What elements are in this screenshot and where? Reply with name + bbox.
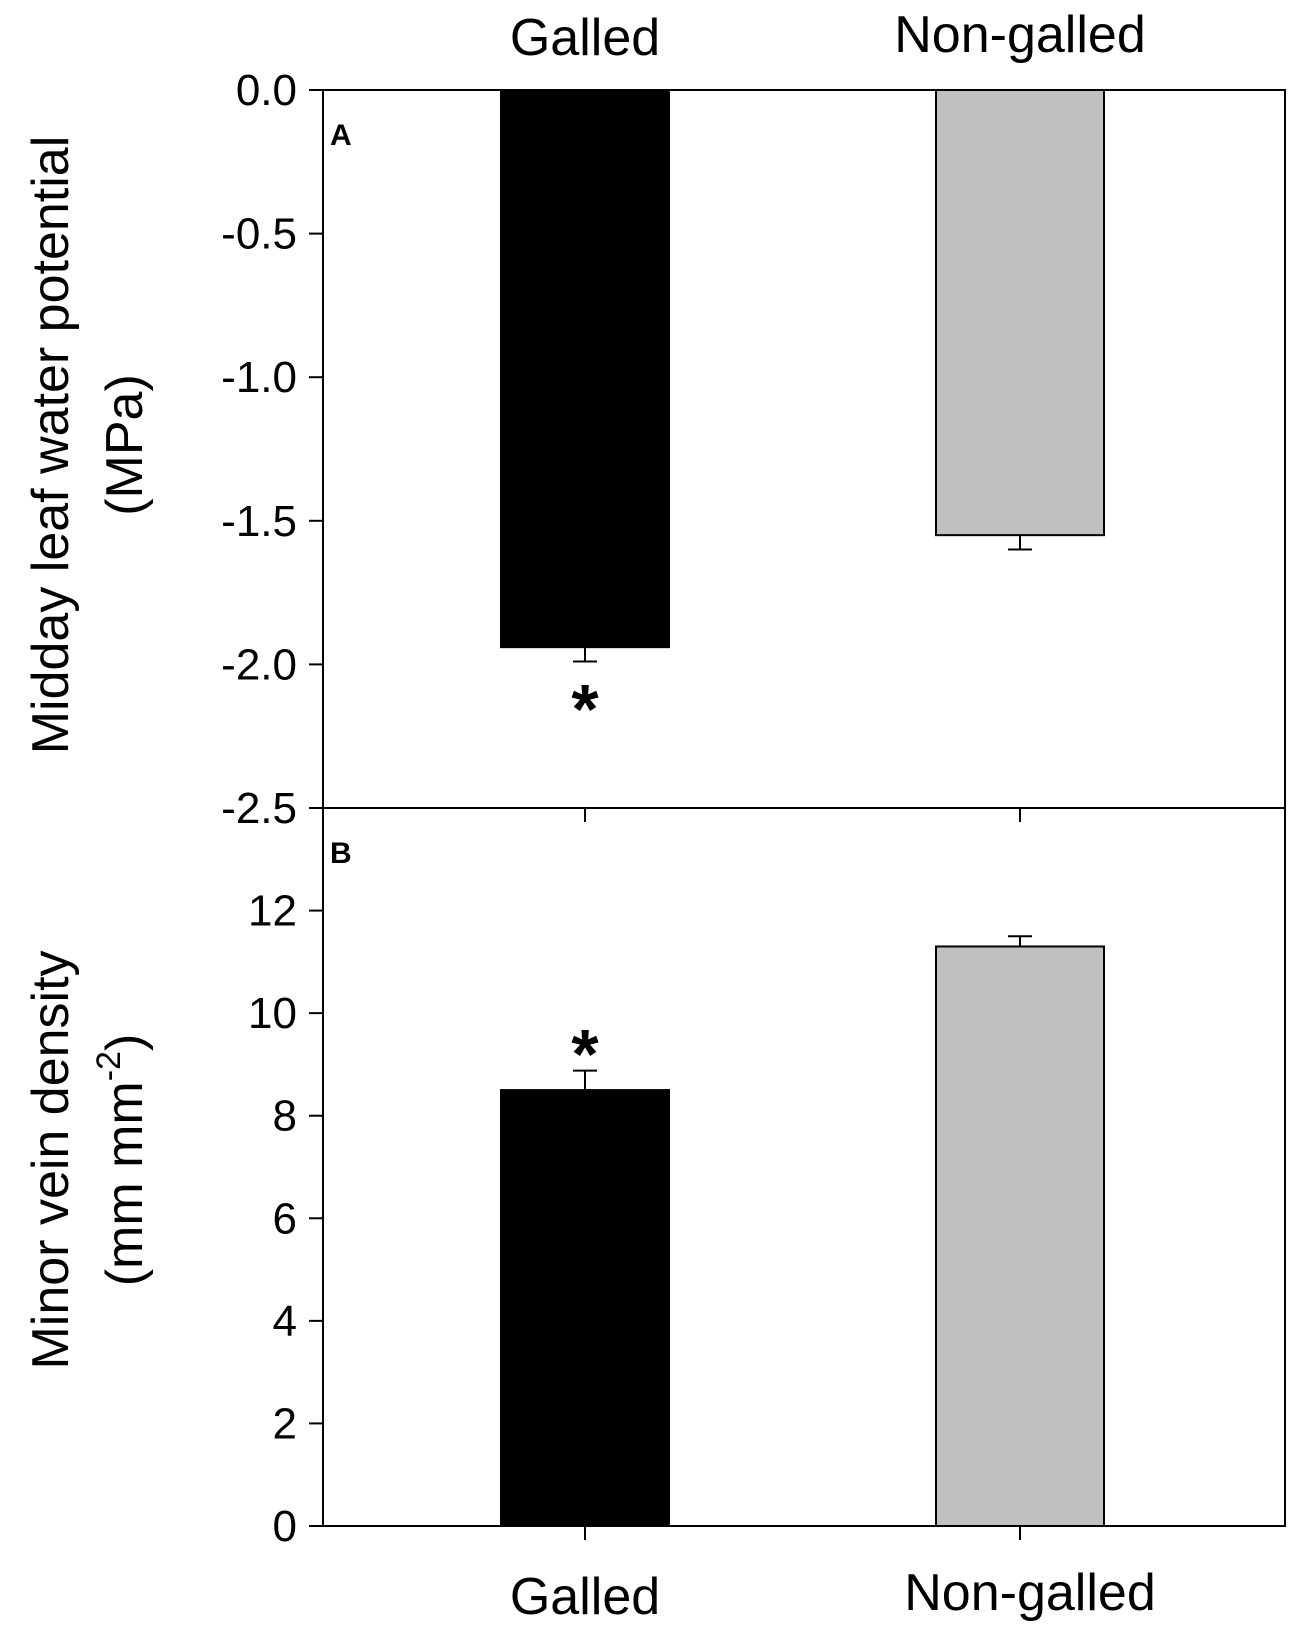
panel-b-ytick-label: 2 (273, 1399, 297, 1448)
panel-a-ytick-label: 0.0 (236, 66, 297, 115)
panel-b-ytick-label: 6 (273, 1194, 297, 1243)
panel-a-significance-galled: * (571, 670, 599, 748)
panel-a-ytick-label: -1.5 (221, 497, 297, 546)
panel-b-ytick-label: 12 (248, 887, 297, 936)
panel-a-bars (500, 89, 1105, 663)
panel-b-significance-galled: * (571, 1015, 599, 1093)
panel-a-frame (322, 89, 1286, 809)
panel-b-ylabel-unit: (mm mm (96, 1081, 154, 1286)
panel-b-ylabel-superscript: -2 (90, 1051, 128, 1081)
panel-a-yticks: 0.0 -0.5 -1.0 -1.5 -2.0 -2.5 (221, 66, 323, 833)
panel-a: 0.0 -0.5 -1.0 -1.5 -2.0 -2.5 A Galled Non-gal… (22, 6, 1286, 833)
panel-b-yticks: 0 2 4 6 8 10 12 (248, 887, 323, 1551)
panel-b-ylabel-close: ) (96, 1034, 154, 1051)
panel-a-xticks (584, 808, 1021, 822)
panel-b-ylabel-line1: Minor vein density (22, 950, 80, 1369)
panel-a-bar-galled (500, 89, 670, 649)
panel-a-ytick-label: -0.5 (221, 210, 297, 259)
panel-b-bar-non-galled (935, 945, 1105, 1527)
panel-b-label: B (330, 837, 352, 870)
panel-b-frame (322, 807, 1286, 1527)
panel-b-category-non-galled: Non-galled (904, 1564, 1156, 1622)
panel-a-ytick-label: -2.5 (221, 784, 297, 833)
panel-a-label: A (330, 119, 352, 152)
panel-a-ylabel-line2: (MPa) (96, 374, 154, 516)
panel-b-bars (500, 935, 1105, 1527)
panel-a-ytick-label: -1.0 (221, 353, 297, 402)
panel-a-category-non-galled: Non-galled (894, 6, 1146, 64)
panel-b-xticks (584, 1526, 1021, 1540)
panel-b-bar-galled (500, 1089, 670, 1527)
panel-b: 0 2 4 6 8 10 12 B Galled Non-galled * Minor ve… (22, 807, 1286, 1626)
panel-b-ytick-label: 4 (273, 1297, 297, 1346)
panel-b-ylabel-line2: (mm mm-2) (90, 1034, 154, 1287)
panel-b-ytick-label: 8 (273, 1092, 297, 1141)
panel-a-category-galled: Galled (510, 9, 660, 67)
panel-b-ytick-label: 10 (248, 989, 297, 1038)
panel-b-ytick-label: 0 (273, 1502, 297, 1551)
panel-a-ylabel-line1: Midday leaf water potential (22, 136, 80, 755)
panel-a-ytick-label: -2.0 (221, 640, 297, 689)
panel-a-bar-non-galled (935, 89, 1105, 537)
panel-b-category-galled: Galled (510, 1568, 660, 1626)
